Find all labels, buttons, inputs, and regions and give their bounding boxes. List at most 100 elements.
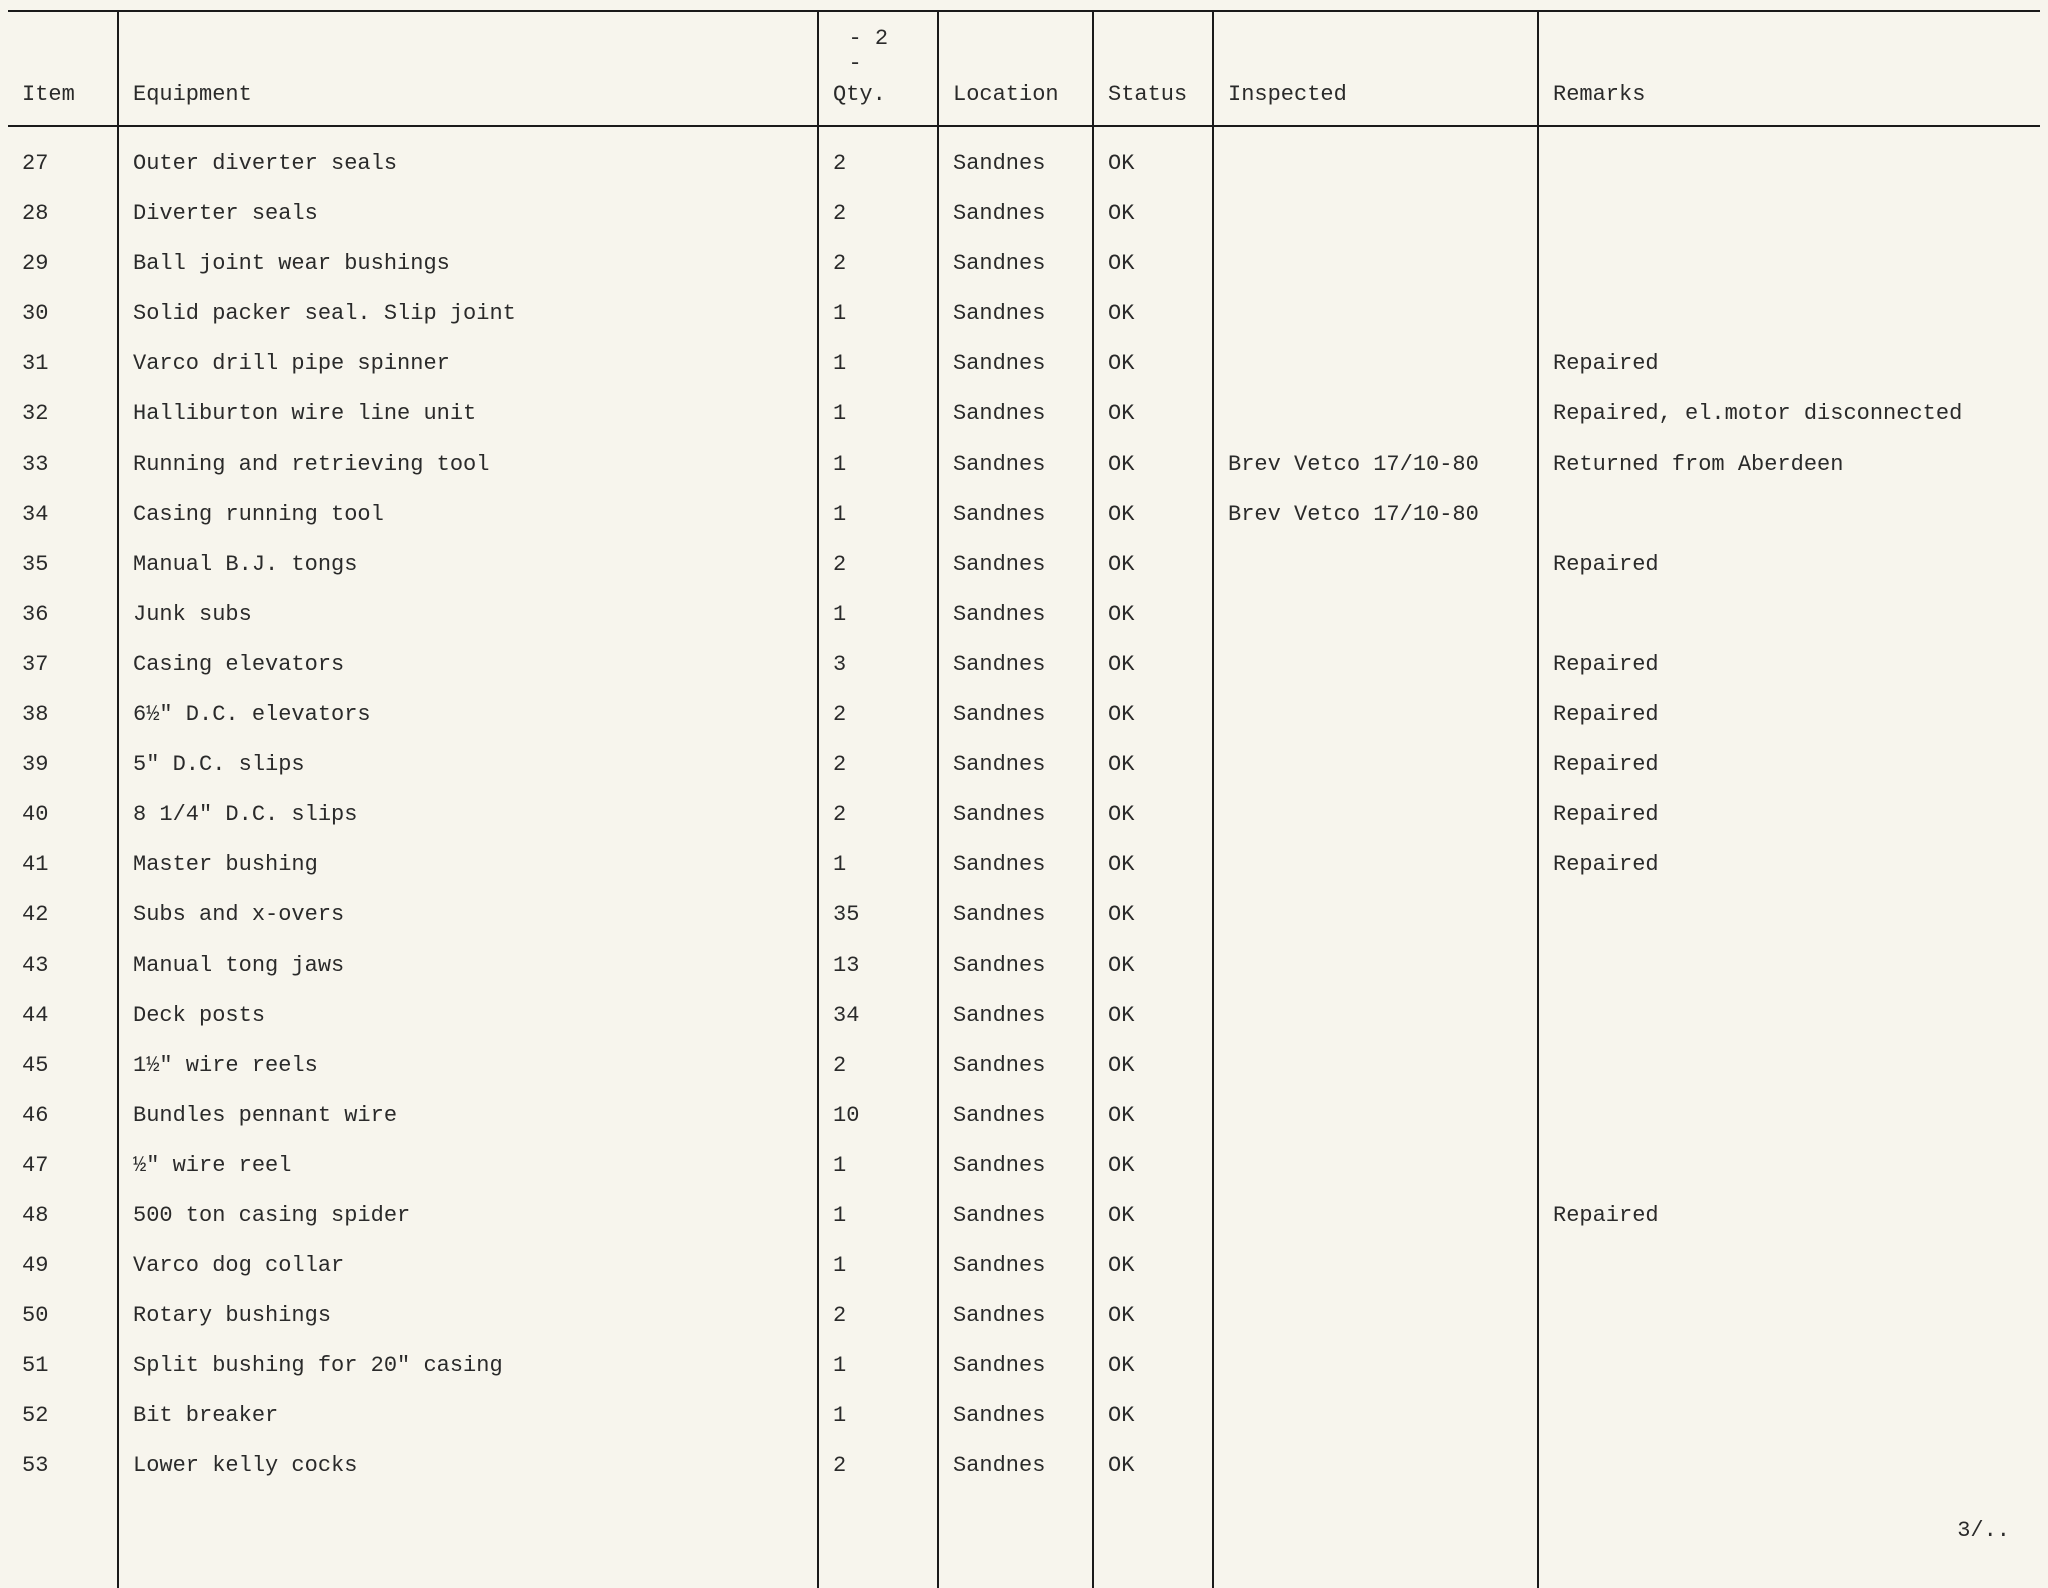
cell-inspected — [1213, 1441, 1538, 1491]
cell-qty: 2 — [818, 740, 938, 790]
cell-status: OK — [1093, 1341, 1213, 1391]
cell-item: 40 — [8, 790, 118, 840]
cell-qty: 2 — [818, 189, 938, 239]
table-row: 395" D.C. slips2SandnesOKRepaired — [8, 740, 2040, 790]
cell-remarks: Returned from Aberdeen — [1538, 440, 2040, 490]
cell-location: Sandnes — [938, 1041, 1093, 1091]
cell-equipment: Deck posts — [118, 991, 818, 1041]
cell-location: Sandnes — [938, 740, 1093, 790]
col-header-status: Status — [1093, 11, 1213, 126]
table-row: 31Varco drill pipe spinner1SandnesOKRepa… — [8, 339, 2040, 389]
cell-item: 47 — [8, 1141, 118, 1191]
cell-equipment: Junk subs — [118, 590, 818, 640]
cell-item — [8, 1492, 118, 1588]
cell-location: Sandnes — [938, 1091, 1093, 1141]
cell-equipment: Diverter seals — [118, 189, 818, 239]
cell-item: 43 — [8, 941, 118, 991]
table-row: 44Deck posts34SandnesOK — [8, 991, 2040, 1041]
cell-qty: 2 — [818, 239, 938, 289]
cell-item: 35 — [8, 540, 118, 590]
cell-equipment: Casing elevators — [118, 640, 818, 690]
cell-remarks — [1538, 126, 2040, 189]
cell-location: Sandnes — [938, 126, 1093, 189]
cell-status: OK — [1093, 289, 1213, 339]
cell-item: 49 — [8, 1241, 118, 1291]
cell-inspected — [1213, 339, 1538, 389]
cell-equipment: 500 ton casing spider — [118, 1191, 818, 1241]
cell-status: OK — [1093, 640, 1213, 690]
cell-remarks: Repaired — [1538, 690, 2040, 740]
cell-location: Sandnes — [938, 1341, 1093, 1391]
cell-item: 46 — [8, 1091, 118, 1141]
cell-item: 42 — [8, 890, 118, 940]
cell-status: OK — [1093, 126, 1213, 189]
cell-inspected — [1213, 640, 1538, 690]
cell-status: OK — [1093, 1391, 1213, 1441]
cell-location: Sandnes — [938, 1441, 1093, 1491]
table-row: 42Subs and x-overs35SandnesOK — [8, 890, 2040, 940]
cell-inspected — [1213, 389, 1538, 439]
table-row: 46Bundles pennant wire10SandnesOK — [8, 1091, 2040, 1141]
cell-inspected — [1213, 239, 1538, 289]
cell-qty: 1 — [818, 440, 938, 490]
document-page: Item Equipment - 2 - Qty. Location Statu… — [0, 0, 2048, 1438]
cell-status: OK — [1093, 189, 1213, 239]
cell-location: Sandnes — [938, 790, 1093, 840]
cell-inspected — [1213, 540, 1538, 590]
cell-location: Sandnes — [938, 1141, 1093, 1191]
cell-equipment: Halliburton wire line unit — [118, 389, 818, 439]
table-row: 32Halliburton wire line unit1SandnesOKRe… — [8, 389, 2040, 439]
cell-equipment: Outer diverter seals — [118, 126, 818, 189]
cell-remarks: Repaired, el.motor disconnected — [1538, 389, 2040, 439]
cell-status: OK — [1093, 1041, 1213, 1091]
cell-inspected — [1213, 1341, 1538, 1391]
cell-item: 36 — [8, 590, 118, 640]
cell-remarks — [1538, 239, 2040, 289]
table-row: 386½" D.C. elevators2SandnesOKRepaired — [8, 690, 2040, 740]
cell-inspected — [1213, 590, 1538, 640]
table-row: 48500 ton casing spider1SandnesOKRepaire… — [8, 1191, 2040, 1241]
cell-status: OK — [1093, 590, 1213, 640]
cell-equipment: 1½" wire reels — [118, 1041, 818, 1091]
cell-status: OK — [1093, 890, 1213, 940]
cell-equipment: Subs and x-overs — [118, 890, 818, 940]
cell-qty: 2 — [818, 790, 938, 840]
cell-status — [1093, 1492, 1213, 1588]
cell-remarks — [1538, 1391, 2040, 1441]
cell-status: OK — [1093, 1191, 1213, 1241]
cell-inspected — [1213, 289, 1538, 339]
cell-qty: 1 — [818, 1341, 938, 1391]
table-row: 37Casing elevators3SandnesOKRepaired — [8, 640, 2040, 690]
cell-location: Sandnes — [938, 890, 1093, 940]
cell-equipment: 6½" D.C. elevators — [118, 690, 818, 740]
cell-remarks: Repaired — [1538, 840, 2040, 890]
cell-qty: 1 — [818, 590, 938, 640]
cell-inspected — [1213, 1091, 1538, 1141]
cell-item: 53 — [8, 1441, 118, 1491]
cell-remarks — [1538, 189, 2040, 239]
col-header-qty: - 2 - Qty. — [818, 11, 938, 126]
cell-status: OK — [1093, 239, 1213, 289]
table-row: 408 1/4" D.C. slips2SandnesOKRepaired — [8, 790, 2040, 840]
cell-item: 31 — [8, 339, 118, 389]
cell-item: 34 — [8, 490, 118, 540]
cell-location: Sandnes — [938, 389, 1093, 439]
cell-location: Sandnes — [938, 1241, 1093, 1291]
cell-item: 48 — [8, 1191, 118, 1241]
table-row: 451½" wire reels2SandnesOK — [8, 1041, 2040, 1091]
table-row: 49Varco dog collar1SandnesOK — [8, 1241, 2040, 1291]
cell-inspected — [1213, 991, 1538, 1041]
cell-inspected — [1213, 941, 1538, 991]
table-row: 41Master bushing1SandnesOKRepaired — [8, 840, 2040, 890]
cell-qty: 2 — [818, 1441, 938, 1491]
cell-qty: 2 — [818, 1291, 938, 1341]
cell-qty: 1 — [818, 1191, 938, 1241]
cell-equipment: ½" wire reel — [118, 1141, 818, 1191]
cell-equipment: Solid packer seal. Slip joint — [118, 289, 818, 339]
cell-item: 30 — [8, 289, 118, 339]
cell-inspected — [1213, 840, 1538, 890]
cell-remarks — [1538, 1441, 2040, 1491]
cell-qty: 3 — [818, 640, 938, 690]
cell-location: Sandnes — [938, 440, 1093, 490]
qty-header-text: Qty. — [833, 82, 886, 107]
